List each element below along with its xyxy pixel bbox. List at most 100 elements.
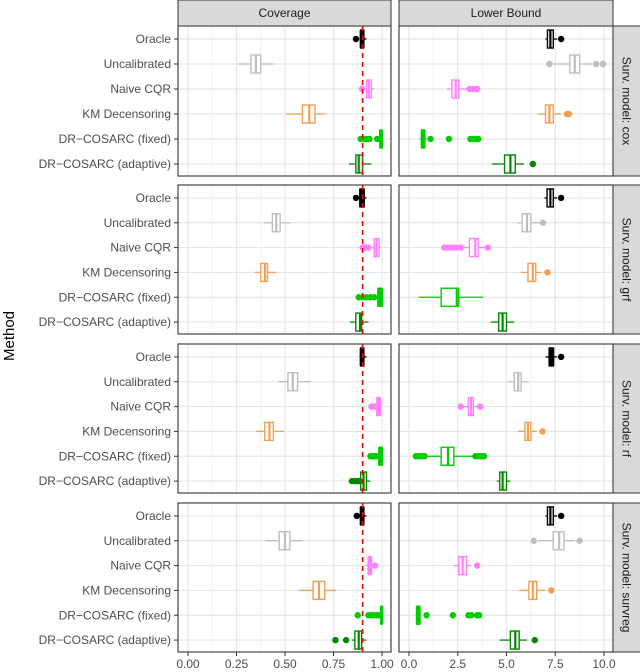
- boxplot-4: [354, 605, 384, 625]
- boxplot-2: [440, 237, 492, 258]
- boxplot-1: [546, 54, 607, 74]
- y-tick-label: DR−COSARC (fixed): [59, 290, 171, 304]
- boxplot-5: [491, 154, 537, 174]
- strip-label: Surv. model: cox: [620, 57, 634, 145]
- boxplot-1: [263, 213, 291, 233]
- boxplot-0: [545, 347, 565, 367]
- strip-column-0: Coverage: [177, 0, 392, 27]
- y-tick-label: DR−COSARC (fixed): [59, 608, 171, 622]
- y-tick-label: KM Decensoring: [82, 107, 171, 121]
- y-tick-label: Uncalibrated: [104, 534, 171, 548]
- boxplot-2: [457, 396, 484, 417]
- strip-label: Coverage: [258, 6, 310, 20]
- panel-coverage-0: [177, 25, 392, 177]
- boxplot-1: [238, 54, 274, 74]
- y-tick-label: Naive CQR: [110, 82, 171, 96]
- x-tick-label: 1.00: [370, 657, 394, 671]
- boxplot-3: [254, 262, 277, 283]
- strip-column-1: Lower Bound: [398, 0, 614, 27]
- panel-coverage-1: [177, 184, 392, 335]
- y-tick-label: Uncalibrated: [104, 216, 171, 230]
- boxplot-3: [521, 262, 551, 283]
- boxplot-3: [285, 104, 325, 124]
- boxplot-1: [265, 531, 303, 551]
- y-tick-label: KM Decensoring: [82, 265, 171, 279]
- panel-lower_bound-0: [398, 25, 614, 177]
- boxplot-2: [447, 79, 481, 99]
- y-tick-label: DR−COSARC (fixed): [59, 449, 171, 463]
- strip-row-3: Surv. model: survreg: [612, 502, 640, 653]
- y-tick-label: Naive CQR: [110, 241, 171, 255]
- boxplot-4: [415, 605, 483, 625]
- panel-coverage-2: [177, 343, 392, 494]
- y-tick-label: KM Decensoring: [82, 583, 171, 597]
- boxplot-5: [348, 471, 371, 491]
- boxplot-3: [518, 421, 546, 442]
- y-tick-label: Naive CQR: [110, 559, 171, 573]
- y-tick-label: Oracle: [136, 32, 172, 46]
- x-tick-label: 2.5: [449, 657, 466, 671]
- x-tick-label: 7.5: [547, 657, 564, 671]
- axes: Oracle Uncalibrated Naive CQR KM Decensorin…: [39, 32, 616, 671]
- boxplot-3: [255, 421, 285, 442]
- strip-row-1: Surv. model: grf: [612, 184, 640, 335]
- y-tick-label: DR−COSARC (adaptive): [39, 474, 171, 488]
- x-tick-label: 5.0: [498, 657, 515, 671]
- y-tick-label: DR−COSARC (adaptive): [39, 157, 171, 171]
- boxplot-0: [545, 506, 565, 526]
- boxplot-4: [419, 129, 482, 149]
- y-tick-label: Oracle: [136, 191, 172, 205]
- boxplot-0: [545, 29, 565, 49]
- boxplot-4: [357, 129, 383, 149]
- panel-lower_bound-2: [398, 343, 614, 494]
- y-tick-label: DR−COSARC (fixed): [59, 132, 171, 146]
- boxplot-1: [508, 372, 529, 392]
- boxplot-1: [517, 213, 547, 233]
- boxplot-2: [453, 555, 481, 576]
- strip-label: Surv. model: rf: [620, 380, 634, 458]
- boxplot-5: [332, 630, 367, 650]
- boxplot-2: [358, 79, 375, 99]
- panels: [177, 25, 614, 653]
- y-tick-label: Oracle: [136, 509, 172, 523]
- x-tick-label: 0.0: [401, 657, 418, 671]
- y-axis-title: Method: [1, 311, 18, 361]
- y-tick-label: Uncalibrated: [104, 57, 171, 71]
- x-tick-label: 0.00: [176, 657, 200, 671]
- panel-coverage-3: [177, 502, 392, 653]
- strip-label: Surv. model: survreg: [620, 523, 634, 633]
- facet-strips: Coverage Lower Bound Surv. model: cox Surv.…: [177, 0, 640, 653]
- y-tick-label: Naive CQR: [110, 400, 171, 414]
- x-tick-label: 0.50: [273, 657, 297, 671]
- boxplot-5: [490, 312, 515, 332]
- boxplot-2: [365, 555, 379, 576]
- boxplot-2: [359, 237, 382, 258]
- strip-row-0: Surv. model: cox: [612, 25, 640, 177]
- boxplot-1: [530, 531, 583, 551]
- strip-label: Surv. model: grf: [620, 218, 634, 302]
- y-tick-label: DR−COSARC (adaptive): [39, 633, 171, 647]
- x-tick-label: 10.0: [592, 657, 616, 671]
- y-tick-label: DR−COSARC (adaptive): [39, 315, 171, 329]
- boxplot-0: [544, 188, 565, 208]
- strip-label: Lower Bound: [471, 6, 542, 20]
- boxplot-4: [412, 446, 488, 466]
- boxplot-1: [278, 372, 311, 392]
- panel-lower_bound-1: [398, 184, 614, 335]
- x-tick-label: 0.25: [225, 657, 249, 671]
- boxplot-5: [496, 471, 511, 491]
- y-tick-label: KM Decensoring: [82, 424, 171, 438]
- x-tick-label: 0.75: [322, 657, 346, 671]
- panel-lower_bound-3: [398, 502, 614, 653]
- y-tick-label: Uncalibrated: [104, 375, 171, 389]
- boxplot-5: [499, 630, 538, 650]
- boxplot-2: [368, 396, 382, 417]
- boxplot-3: [298, 580, 337, 601]
- strip-row-2: Surv. model: rf: [612, 343, 640, 494]
- boxplot-4: [418, 287, 484, 307]
- boxplot-3: [519, 580, 555, 601]
- boxplot-3: [537, 104, 573, 124]
- y-tick-label: Oracle: [136, 350, 172, 364]
